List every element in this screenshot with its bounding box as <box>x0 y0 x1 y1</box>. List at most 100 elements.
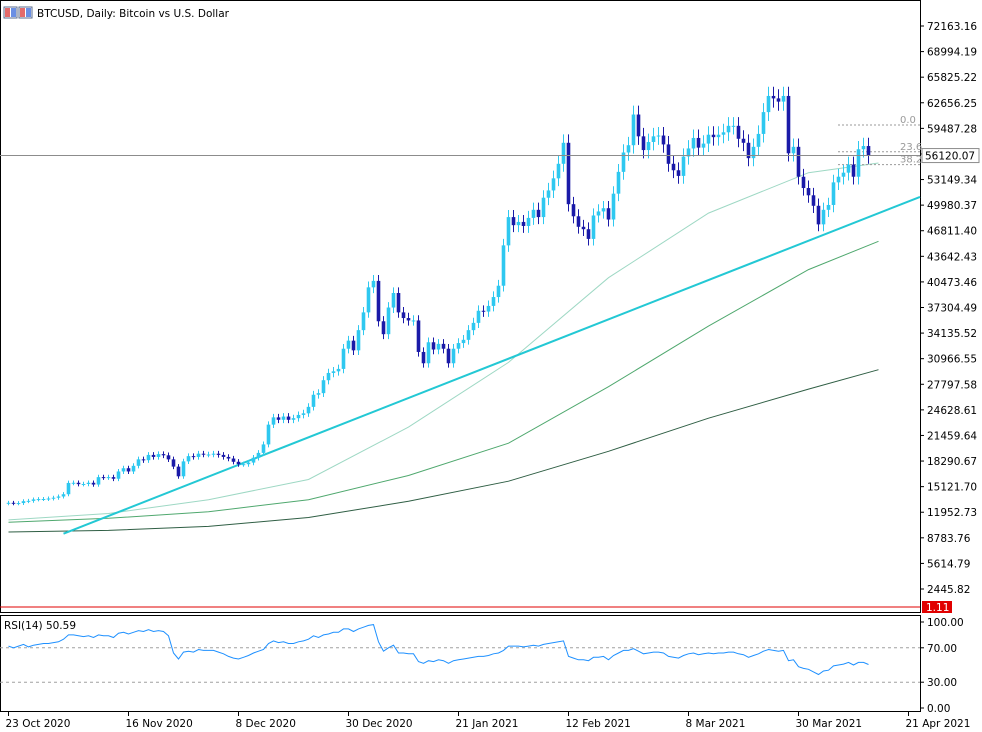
candle <box>286 413 291 424</box>
candle-body <box>816 205 821 225</box>
candle <box>401 307 406 324</box>
candle-body <box>226 456 231 459</box>
candle <box>531 202 536 225</box>
trendline[interactable] <box>63 195 921 535</box>
candle-body <box>171 459 176 467</box>
price-tick-label: 46811.40 <box>927 226 977 238</box>
candle <box>706 126 711 152</box>
candle <box>116 468 121 482</box>
candle <box>846 156 851 181</box>
candle <box>506 210 511 252</box>
candle-body <box>866 146 871 156</box>
candle <box>176 464 181 479</box>
candle-body <box>501 245 506 286</box>
candle <box>576 209 581 234</box>
trendline-layer[interactable] <box>63 195 921 535</box>
candle-body <box>96 477 101 485</box>
candle-body <box>776 98 781 102</box>
fib-level-label: 38.2 <box>900 155 922 166</box>
candle-body <box>241 464 246 466</box>
candle-body <box>286 416 291 420</box>
candle <box>736 117 741 148</box>
candle-body <box>146 454 151 461</box>
candle-body <box>451 348 456 364</box>
candle <box>726 117 731 141</box>
candle-body <box>831 182 836 205</box>
price-tick-label: 24628.61 <box>927 405 977 417</box>
candle <box>526 210 531 233</box>
current-price-layer: 56120.07 1.11 <box>0 148 980 614</box>
candle-body <box>551 178 556 191</box>
candle <box>91 480 96 487</box>
candle-body <box>496 285 501 298</box>
candle-body <box>641 136 646 151</box>
candle <box>371 274 376 294</box>
candle <box>581 219 586 237</box>
candle-body <box>191 456 196 458</box>
candle-body <box>441 343 446 349</box>
candle-body <box>121 468 126 472</box>
rsi-plot-area[interactable] <box>0 615 921 712</box>
candle-body <box>16 503 21 505</box>
candle <box>466 325 471 345</box>
candle <box>596 204 601 223</box>
candle <box>831 174 836 213</box>
candle <box>436 339 441 355</box>
chart-header: BTCUSD, Daily: Bitcoin vs U.S. Dollar <box>3 6 230 20</box>
price-tick-label: 72163.16 <box>927 21 977 33</box>
candle <box>561 134 566 172</box>
candle <box>681 148 686 184</box>
candle <box>861 137 866 158</box>
candle <box>751 138 756 167</box>
candle <box>606 200 611 227</box>
candle-body <box>91 482 96 485</box>
candle <box>181 458 186 479</box>
main-plot-area[interactable] <box>0 0 921 613</box>
candle <box>441 339 446 354</box>
candle-body <box>236 461 241 465</box>
candles <box>6 86 871 506</box>
candle <box>731 117 736 135</box>
candle <box>501 238 506 292</box>
candle-body <box>251 457 256 463</box>
candle-body <box>471 322 476 331</box>
candle-body <box>806 188 811 196</box>
candle <box>306 403 311 417</box>
candle <box>231 455 236 465</box>
candle <box>631 105 636 154</box>
candle <box>256 450 261 461</box>
candle <box>776 89 781 111</box>
candle-body <box>266 424 271 445</box>
candle-body <box>646 141 651 151</box>
candle-body <box>801 176 806 189</box>
candle <box>621 144 626 180</box>
candle-body <box>31 499 36 501</box>
candle-body <box>796 146 801 177</box>
window-icon[interactable] <box>3 6 33 19</box>
candle-body <box>586 229 591 239</box>
fibonacci-layer[interactable]: 0.0 23.6 38.2 <box>838 115 922 166</box>
candle <box>16 501 21 506</box>
candle-body <box>311 394 316 407</box>
candle <box>586 222 591 246</box>
candle-body <box>6 502 11 504</box>
candle <box>426 337 431 368</box>
candle <box>391 287 396 313</box>
candle <box>641 127 646 159</box>
candle-body <box>706 134 711 144</box>
candle-body <box>611 193 616 220</box>
candle-body <box>791 146 796 154</box>
candle <box>811 187 816 214</box>
candle <box>666 136 671 172</box>
candle <box>206 451 211 458</box>
fib-level-label: 0.0 <box>900 115 916 126</box>
price-tick-label: 37304.49 <box>927 303 977 315</box>
candle <box>541 190 546 225</box>
candle-body <box>426 342 431 364</box>
candle <box>11 500 16 506</box>
candle-body <box>701 143 706 148</box>
price-tick-label: 15121.70 <box>927 482 977 494</box>
candle <box>816 198 821 232</box>
candle-body <box>516 221 521 226</box>
